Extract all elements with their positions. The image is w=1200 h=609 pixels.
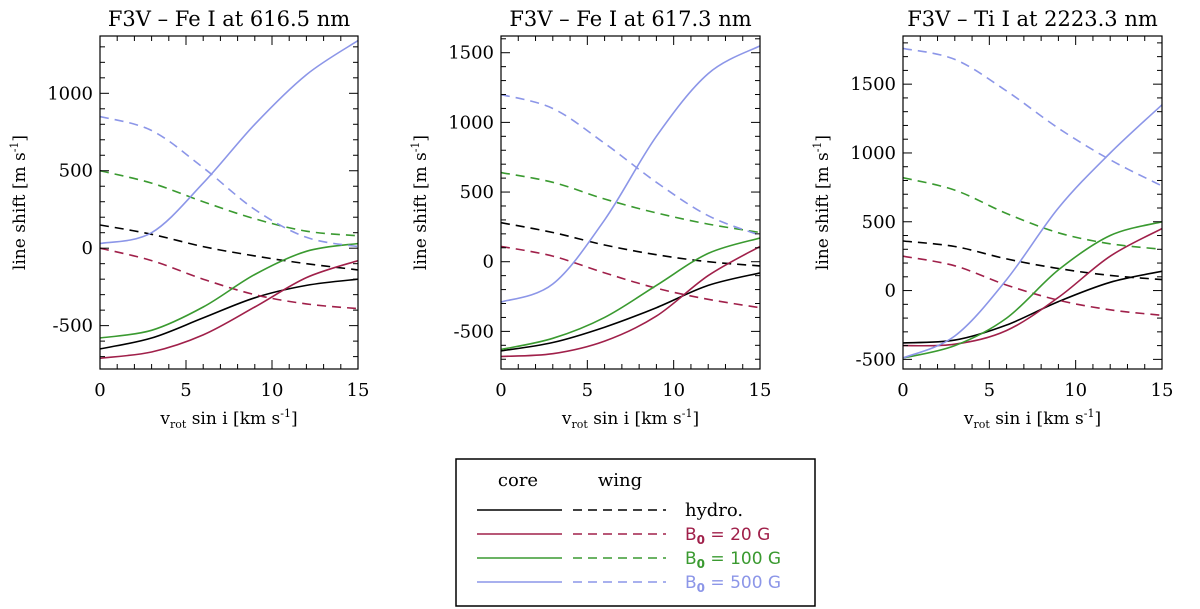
panel-1: F3V – Fe I at 616.5 nm 0 5 10 15 -500 0 500 1000… <box>8 7 369 431</box>
series-line-b500-wing <box>100 115 358 248</box>
y-tick-label: 0 <box>885 281 896 302</box>
plot-frame <box>500 35 761 370</box>
y-tick-label: 0 <box>483 252 494 273</box>
legend-wing-header: wing <box>598 470 642 491</box>
plot-frame <box>99 35 359 370</box>
series-line-b100-wing <box>501 171 760 234</box>
series-line-b500-wing <box>903 47 1162 187</box>
series-line-b100-core <box>100 242 358 339</box>
x-axis-label: vrot sin i [km s-1] <box>159 407 297 431</box>
x-tick-label: 10 <box>662 380 685 401</box>
series-line-b20-wing <box>903 255 1162 317</box>
x-tick-label: 15 <box>347 380 370 401</box>
panel-2: F3V – Fe I at 617.3 nm 0 5 10 15 -500 0 500 1000… <box>409 7 771 431</box>
y-tick-label: 1000 <box>850 143 896 164</box>
y-tick-label: -500 <box>856 349 896 370</box>
y-tick-label: 500 <box>862 212 896 233</box>
x-tick-label: 15 <box>749 380 772 401</box>
y-tick-label: 1000 <box>47 83 93 104</box>
panels: F3V – Fe I at 616.5 nm0 5 10 15-50005001000… <box>8 7 1173 431</box>
x-tick-label: 15 <box>1151 380 1174 401</box>
series-line-hydro-core <box>100 278 358 350</box>
panel-3: F3V – Ti I at 2223.3 nm0 5 10 15-5000500100… <box>811 7 1173 431</box>
series-line-hydro-wing <box>100 224 358 271</box>
x-tick-label: 5 <box>984 380 995 401</box>
plot-frame <box>902 35 1163 370</box>
x-tick-label: 0 <box>897 380 908 401</box>
series-line-hydro-wing <box>903 240 1162 281</box>
x-axis-label: vrot sin i [km s-1] <box>963 407 1101 431</box>
y-tick-label: 1500 <box>448 43 494 64</box>
y-tick-label: 500 <box>59 161 93 182</box>
panel-title: F3V – Ti I at 2223.3 nm <box>907 7 1158 31</box>
series-line-b500-core <box>501 45 760 303</box>
series-line-b500-core <box>100 39 358 245</box>
series-lines <box>501 45 760 358</box>
series-line-b500-core <box>903 104 1162 359</box>
x-tick-label: 10 <box>1064 380 1087 401</box>
x-axis-label: vrot sin i [km s-1] <box>561 407 699 431</box>
series-line-b20-core <box>903 227 1162 347</box>
series-lines <box>903 47 1162 359</box>
series-line-hydro-core <box>903 270 1162 344</box>
y-tick-label: 0 <box>82 238 93 259</box>
legend-entry-b500: B0 = 500 G <box>477 573 781 595</box>
legend: core wing hydro. B0 = 20 GB0 = 100 GB0 = 50… <box>455 458 816 607</box>
series-line-hydro-core <box>501 272 760 352</box>
legend-label: B0 = 20 G <box>685 525 770 547</box>
y-axis-label: line shift [m s-1] <box>8 135 30 270</box>
series-line-b100-wing <box>100 169 358 237</box>
y-axis-label: line shift [m s-1] <box>811 135 833 270</box>
series-line-b100-core <box>903 221 1162 359</box>
panel-title: F3V – Fe I at 616.5 nm <box>108 7 350 31</box>
legend-entry-hydro: hydro. <box>477 500 743 521</box>
series-lines <box>100 39 358 359</box>
legend-entry-b100: B0 = 100 G <box>477 549 781 571</box>
x-tick-label: 5 <box>180 380 191 401</box>
y-tick-label: -500 <box>454 321 494 342</box>
legend-core-header: core <box>498 470 538 491</box>
y-tick-label: -500 <box>53 316 93 337</box>
panel-title: F3V – Fe I at 617.3 nm <box>509 7 751 31</box>
legend-label: B0 = 100 G <box>685 549 781 571</box>
series-line-b20-core <box>100 259 358 359</box>
x-tick-label: 0 <box>495 380 506 401</box>
series-line-b100-core <box>501 237 760 351</box>
series-line-hydro-wing <box>501 221 760 267</box>
series-line-b20-wing <box>501 245 760 309</box>
y-tick-label: 1500 <box>850 74 896 95</box>
legend-label: hydro. <box>685 500 743 521</box>
legend-label: B0 = 500 G <box>685 573 781 595</box>
series-line-b500-wing <box>501 93 760 236</box>
x-tick-label: 10 <box>261 380 284 401</box>
x-tick-label: 0 <box>94 380 105 401</box>
series-line-b20-wing <box>100 247 358 310</box>
y-tick-label: 500 <box>460 182 494 203</box>
series-line-b100-wing <box>903 176 1162 251</box>
series-line-b20-core <box>501 245 760 358</box>
y-axis-label: line shift [m s-1] <box>409 135 431 270</box>
y-tick-label: 1000 <box>448 112 494 133</box>
legend-entry-b20: B0 = 20 G <box>477 525 770 547</box>
x-tick-label: 5 <box>582 380 593 401</box>
